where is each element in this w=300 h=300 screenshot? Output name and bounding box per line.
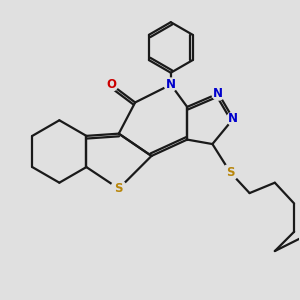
Circle shape xyxy=(222,164,238,180)
Text: O: O xyxy=(106,78,116,91)
Text: N: N xyxy=(166,78,176,91)
Circle shape xyxy=(212,87,225,100)
Text: S: S xyxy=(226,166,235,179)
Circle shape xyxy=(105,78,118,91)
Text: N: N xyxy=(213,87,224,100)
Circle shape xyxy=(111,181,127,197)
Text: N: N xyxy=(228,112,238,125)
Circle shape xyxy=(227,112,240,125)
Text: S: S xyxy=(115,182,123,195)
Circle shape xyxy=(164,78,177,91)
